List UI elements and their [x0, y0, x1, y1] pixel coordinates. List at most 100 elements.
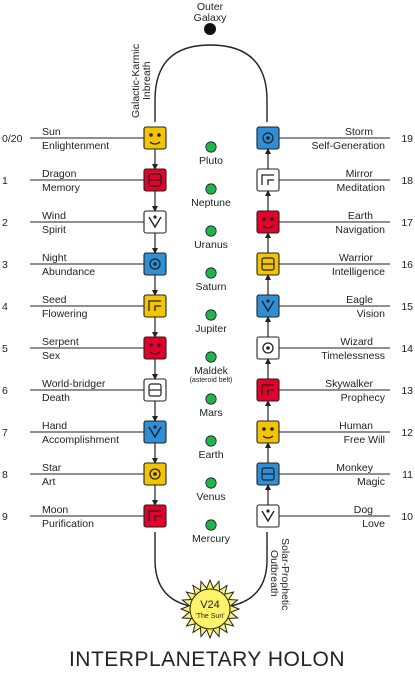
left-seal-number: 8: [2, 469, 8, 481]
right-seal-number: 16: [401, 259, 413, 271]
glyph-eye: [262, 427, 266, 431]
warrior-glyph: [256, 252, 280, 276]
glyph-dot: [153, 472, 157, 476]
left-seal-number: 3: [2, 259, 8, 271]
glyph-mouth: [149, 141, 161, 145]
right-seal-number: 12: [401, 427, 413, 439]
diagram-title: INTERPLANETARY HOLON: [69, 648, 345, 671]
right-seal-number: 10: [401, 511, 413, 523]
dog-glyph: [256, 504, 280, 528]
planet-dot: [205, 393, 217, 405]
hand-glyph: [143, 420, 167, 444]
seal-box: [143, 420, 167, 444]
glyph-ring: [149, 468, 161, 480]
left-seal-power: Death: [42, 392, 70, 404]
right-seal-power: Self-Generation: [311, 140, 385, 152]
right-seal-name: Warrior: [339, 252, 374, 264]
left-seal-power: Memory: [42, 182, 81, 194]
left-seal-power: Purification: [42, 518, 94, 530]
sun-label: V24: [200, 599, 220, 611]
right-seal-number: 18: [401, 175, 413, 187]
left-seal-name: Wind: [42, 210, 66, 222]
left-seal-number: 0/20: [2, 133, 23, 145]
star-glyph: [143, 462, 167, 486]
glyph-chevron: [148, 426, 162, 439]
inbreath-label-line2: Inbreath: [141, 61, 153, 100]
planet-label: Earth: [198, 449, 223, 461]
glyph-dot: [266, 299, 270, 303]
glyph-chevron: [261, 510, 275, 523]
night-glyph: [143, 252, 167, 276]
right-seal-number: 19: [401, 133, 413, 145]
earth-glyph: [256, 210, 280, 234]
left-seal-power: Enlightenment: [42, 140, 109, 152]
outer-galaxy-label-line1: Outer: [197, 1, 224, 13]
serpent-glyph: [143, 336, 167, 360]
glyph-dot: [153, 262, 157, 266]
glyph-ring: [262, 132, 274, 144]
planet-dot: [205, 477, 217, 489]
planet-label: Pluto: [199, 155, 223, 167]
left-seal-power: Spirit: [42, 224, 66, 236]
left-seal-power: Flowering: [42, 308, 88, 320]
glyph-chevron: [148, 216, 162, 229]
seal-box: [256, 504, 280, 528]
left-seal-number: 5: [2, 343, 8, 355]
right-seal-name: Eagle: [346, 294, 373, 306]
right-seal-power: Intelligence: [332, 266, 385, 278]
left-seal-number: 9: [2, 511, 8, 523]
right-seal-power: Magic: [357, 476, 385, 488]
left-seal-name: Hand: [42, 420, 67, 432]
planet-dot: [205, 351, 217, 363]
right-seal-power: Prophecy: [341, 392, 386, 404]
right-seal-power: Free Will: [344, 434, 385, 446]
wind-glyph: [143, 210, 167, 234]
glyph-eye: [149, 133, 153, 137]
right-seal-name: Wizard: [340, 336, 373, 348]
right-seal-number: 17: [401, 217, 413, 229]
planet-dot: [205, 435, 217, 447]
left-seal-number: 7: [2, 427, 8, 439]
planet-label: Uranus: [194, 239, 228, 251]
seal-box: [143, 336, 167, 360]
right-seal-power: Love: [362, 518, 385, 530]
monkey-glyph: [256, 462, 280, 486]
galactic-loop-top: [154, 44, 268, 122]
left-seal-name: Star: [42, 462, 62, 474]
right-seal-name: Skywalker: [325, 378, 373, 390]
planet-dot: [205, 309, 217, 321]
glyph-eye: [262, 217, 266, 221]
seal-box: [143, 126, 167, 150]
world-bridger-glyph: [143, 378, 167, 402]
planet-label: Jupiter: [195, 323, 227, 335]
planet-label: Neptune: [191, 197, 231, 209]
glyph-ring: [262, 342, 274, 354]
storm-glyph: [256, 126, 280, 150]
glyph-path: [261, 174, 274, 185]
sun-v24: V24 'The Sun': [179, 578, 241, 640]
moon-glyph: [143, 504, 167, 528]
outbreath-label-line1: Solar-Prophetic: [279, 538, 291, 610]
planet-label: Mars: [199, 407, 222, 419]
planet-label: Venus: [196, 491, 225, 503]
left-seal-power: Art: [42, 476, 56, 488]
left-seal-number: 6: [2, 385, 8, 397]
glyph-chevron: [261, 300, 275, 313]
sun-disc: [189, 588, 231, 630]
human-glyph: [256, 420, 280, 444]
planet-dot: [205, 225, 217, 237]
seal-box: [256, 210, 280, 234]
glyph-eye: [157, 343, 161, 347]
glyph-eye: [157, 133, 161, 137]
right-seal-power: Vision: [357, 308, 386, 320]
glyph-eye: [149, 343, 153, 347]
left-seal-name: Seed: [42, 294, 67, 306]
right-seal-name: Dog: [354, 504, 373, 516]
glyph-dot: [153, 425, 157, 429]
right-seal-number: 15: [401, 301, 413, 313]
eagle-glyph: [256, 294, 280, 318]
glyph-dot: [266, 509, 270, 513]
inbreath-label-line1: Galactic-Karmic: [130, 44, 142, 118]
left-seal-power: Accomplishment: [42, 434, 119, 446]
